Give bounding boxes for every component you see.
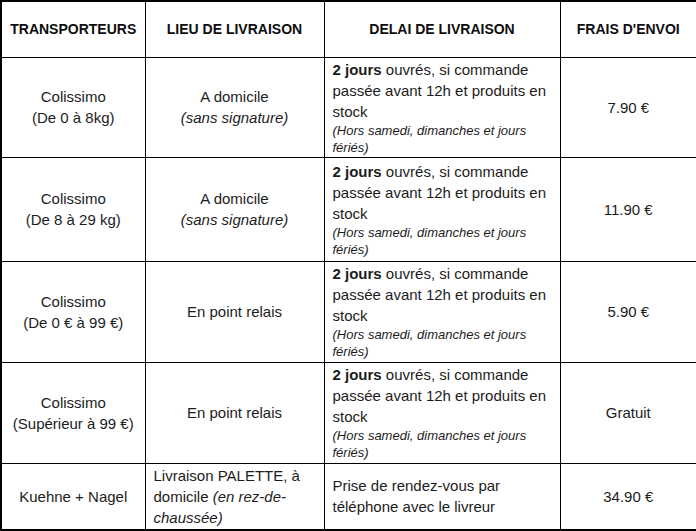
table-row: Colissimo (De 8 à 29 kg) A domicile (san… <box>1 158 696 262</box>
delay-main: 2 jours ouvrés, si commande passée avant… <box>333 161 552 224</box>
delay-cell: 2 jours ouvrés, si commande passée avant… <box>324 261 560 363</box>
shipping-rates-table: TRANSPORTEURS LIEU DE LIVRAISON DELAI DE… <box>0 0 696 531</box>
location-cell: A domicile (sans signature) <box>145 158 324 262</box>
fee-cell: 7.90 € <box>560 57 696 158</box>
location-cell: A domicile (sans signature) <box>145 57 324 158</box>
delay-bold: 2 jours <box>333 366 382 383</box>
delay-main: 2 jours ouvrés, si commande passée avant… <box>333 364 552 427</box>
carrier-detail: (De 0 € à 99 €) <box>10 312 137 333</box>
col-header-frais-denvoi: FRAIS D'ENVOI <box>560 1 696 57</box>
delay-cell: Prise de rendez-vous par téléphone avec … <box>324 463 560 530</box>
fee-cell: 34.90 € <box>560 463 696 530</box>
col-header-transporteurs: TRANSPORTEURS <box>1 1 145 57</box>
col-header-lieu-de-livraison: LIEU DE LIVRAISON <box>145 1 324 57</box>
location-detail: (sans signature) <box>154 107 316 128</box>
table-row: Kuehne + Nagel Livraison PALETTE, à domi… <box>1 463 696 530</box>
delay-cell: 2 jours ouvrés, si commande passée avant… <box>324 57 560 158</box>
delay-text: Prise de rendez-vous par téléphone avec … <box>333 477 501 515</box>
carrier-detail: (De 8 à 29 kg) <box>10 209 137 230</box>
delay-note: (Hors samedi, dimanches et jours fériés) <box>333 326 552 360</box>
carrier-detail: (Supérieur à 99 €) <box>10 413 137 434</box>
delay-note: (Hors samedi, dimanches et jours fériés) <box>333 122 552 156</box>
col-header-delai-de-livraison: DELAI DE LIVRAISON <box>324 1 560 57</box>
carrier-cell: Kuehne + Nagel <box>1 463 145 530</box>
location-detail: (sans signature) <box>154 209 316 230</box>
delay-bold: 2 jours <box>333 61 382 78</box>
delay-main: 2 jours ouvrés, si commande passée avant… <box>333 59 552 122</box>
location-main: A domicile <box>154 86 316 107</box>
delay-bold: 2 jours <box>333 163 382 180</box>
carrier-name: Colissimo <box>10 188 137 209</box>
carrier-name: Colissimo <box>10 86 137 107</box>
delay-main: 2 jours ouvrés, si commande passée avant… <box>333 263 552 326</box>
delay-note: (Hors samedi, dimanches et jours fériés) <box>333 427 552 461</box>
location-main: En point relais <box>154 301 316 322</box>
location-cell: Livraison PALETTE, à domicile (en rez-de… <box>145 463 324 530</box>
location-cell: En point relais <box>145 363 324 464</box>
fee-cell: 5.90 € <box>560 261 696 363</box>
carrier-name: Colissimo <box>10 392 137 413</box>
delay-cell: 2 jours ouvrés, si commande passée avant… <box>324 158 560 262</box>
location-main: En point relais <box>154 402 316 423</box>
carrier-name: Colissimo <box>10 291 137 312</box>
header-row: TRANSPORTEURS LIEU DE LIVRAISON DELAI DE… <box>1 1 696 57</box>
carrier-cell: Colissimo (De 0 € à 99 €) <box>1 261 145 363</box>
delay-cell: 2 jours ouvrés, si commande passée avant… <box>324 363 560 464</box>
fee-cell: 11.90 € <box>560 158 696 262</box>
table-row: Colissimo (De 0 à 8kg) A domicile (sans … <box>1 57 696 158</box>
table-row: Colissimo (Supérieur à 99 €) En point re… <box>1 363 696 464</box>
fee-cell: Gratuit <box>560 363 696 464</box>
location-main: A domicile <box>154 188 316 209</box>
table-row: Colissimo (De 0 € à 99 €) En point relai… <box>1 261 696 363</box>
carrier-cell: Colissimo (De 0 à 8kg) <box>1 57 145 158</box>
carrier-cell: Colissimo (Supérieur à 99 €) <box>1 363 145 464</box>
delay-note: (Hors samedi, dimanches et jours fériés) <box>333 224 552 258</box>
location-cell: En point relais <box>145 261 324 363</box>
delay-bold: 2 jours <box>333 265 382 282</box>
carrier-detail: (De 0 à 8kg) <box>10 107 137 128</box>
carrier-cell: Colissimo (De 8 à 29 kg) <box>1 158 145 262</box>
